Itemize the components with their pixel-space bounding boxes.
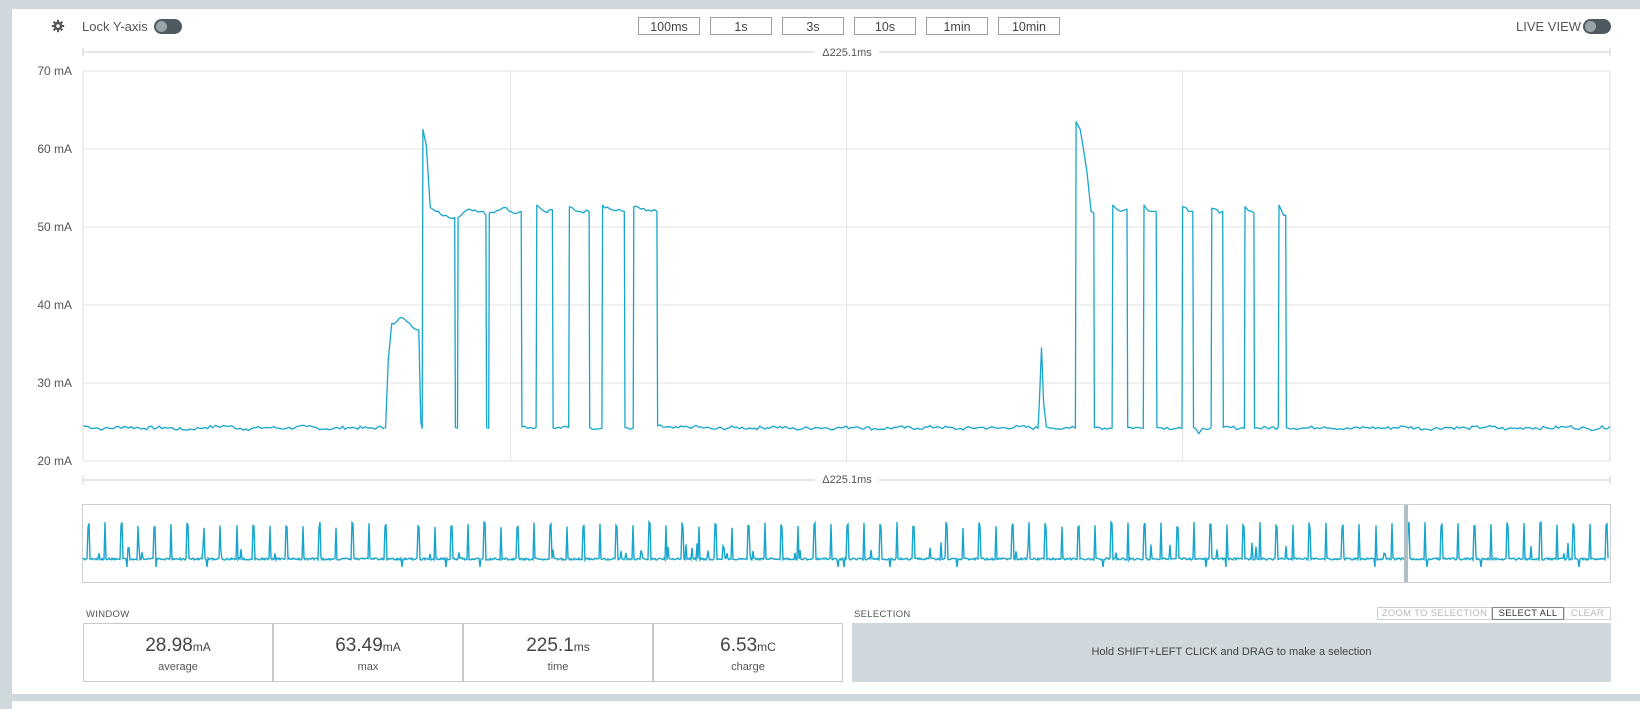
select-all-button[interactable]: SELECT ALL xyxy=(1492,607,1564,620)
stat-time-label: time xyxy=(547,661,569,673)
overview-strip[interactable] xyxy=(82,504,1611,583)
y-tick-label: 40 mA xyxy=(37,298,72,312)
time-button-1s[interactable]: 1s xyxy=(710,17,772,35)
delta-top-label: Δ225.1ms xyxy=(822,47,872,59)
lock-y-axis-label: Lock Y-axis xyxy=(82,19,148,34)
selection-title: SELECTION xyxy=(854,609,911,620)
stat-charge: 6.53mC charge xyxy=(653,623,843,682)
time-button-100ms[interactable]: 100ms xyxy=(638,17,700,35)
y-tick-label: 70 mA xyxy=(37,64,72,78)
delta-bottom-label: Δ225.1ms xyxy=(822,474,872,486)
overview-window-marker[interactable] xyxy=(1404,505,1408,582)
clear-button[interactable]: CLEAR xyxy=(1564,607,1611,620)
y-tick-label: 20 mA xyxy=(37,454,72,468)
toggle-knob xyxy=(1585,21,1596,32)
selection-hint: Hold SHIFT+LEFT CLICK and DRAG to make a… xyxy=(1091,646,1372,658)
zoom-to-selection-button[interactable]: ZOOM TO SELECTION xyxy=(1377,607,1492,620)
stat-max-value: 63.49 xyxy=(335,635,383,656)
y-axis-ticks: 70 mA 60 mA 50 mA 40 mA 30 mA 20 mA xyxy=(37,64,72,468)
stat-max: 63.49mA max xyxy=(273,623,463,682)
live-view-toggle[interactable] xyxy=(1583,19,1611,34)
stat-time-unit: ms xyxy=(573,640,590,654)
y-tick-label: 50 mA xyxy=(37,220,72,234)
stat-time-value: 225.1 xyxy=(526,635,574,656)
plot-grid xyxy=(83,70,1610,462)
stat-charge-unit: mC xyxy=(757,640,776,654)
stat-max-label: max xyxy=(357,661,379,673)
y-tick-label: 30 mA xyxy=(37,376,72,390)
lock-y-axis-toggle[interactable] xyxy=(154,19,182,34)
stat-charge-value: 6.53 xyxy=(720,635,758,656)
stat-charge-label: charge xyxy=(731,661,765,673)
stat-average-unit: mA xyxy=(192,640,211,654)
time-button-3s[interactable]: 3s xyxy=(782,17,844,35)
window-title: WINDOW xyxy=(86,609,130,620)
time-button-1min[interactable]: 1min xyxy=(926,17,988,35)
stat-average-value: 28.98 xyxy=(145,635,193,656)
y-tick-label: 60 mA xyxy=(37,142,72,156)
delta-bottom-ruler: Δ225.1ms xyxy=(82,473,1611,487)
gear-icon[interactable] xyxy=(51,19,65,33)
toggle-knob xyxy=(156,21,167,32)
time-button-10min[interactable]: 10min xyxy=(998,17,1060,35)
stat-average-label: average xyxy=(158,661,198,673)
stat-average: 28.98mA average xyxy=(83,623,273,682)
stat-max-unit: mA xyxy=(382,640,401,654)
stat-time: 225.1ms time xyxy=(463,623,653,682)
live-view-label: LIVE VIEW xyxy=(1516,19,1582,34)
delta-top-ruler: Δ225.1ms xyxy=(82,45,1611,59)
next-panel-edge xyxy=(12,701,1640,709)
selection-area[interactable]: Hold SHIFT+LEFT CLICK and DRAG to make a… xyxy=(852,623,1611,682)
time-button-10s[interactable]: 10s xyxy=(854,17,916,35)
overview-trace xyxy=(82,519,1609,568)
current-trace xyxy=(82,121,1611,435)
